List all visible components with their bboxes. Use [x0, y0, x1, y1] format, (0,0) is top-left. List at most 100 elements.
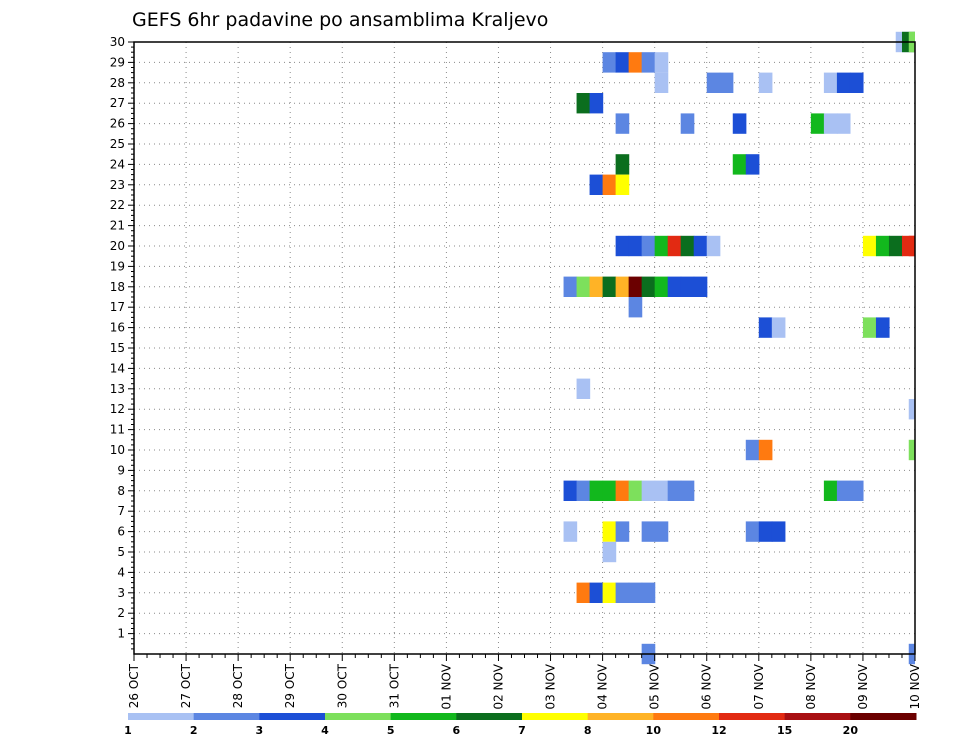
colorbar-segment — [259, 713, 326, 720]
colorbar: 1 2 3 4 5 6 7 8 10 12 15 20 — [124, 713, 917, 737]
y-tick-label: 24 — [110, 157, 125, 171]
precip-cell — [641, 582, 656, 603]
y-tick-label: 8 — [117, 484, 125, 498]
precip-cell — [628, 582, 643, 603]
precip-cell — [576, 378, 591, 399]
precip-cell — [654, 276, 669, 297]
precip-cell — [745, 439, 760, 461]
colorbar-segment — [456, 713, 523, 720]
colorbar-label: 12 — [711, 724, 726, 737]
precip-cell — [602, 174, 617, 195]
precip-cell — [615, 480, 630, 501]
precip-cell — [563, 480, 578, 501]
precip-cell — [654, 521, 669, 542]
y-tick-label: 16 — [110, 321, 125, 335]
precip-cell — [823, 480, 838, 501]
colorbar-label: 20 — [843, 724, 859, 737]
colorbar-segment — [719, 713, 786, 720]
precip-cell — [602, 276, 617, 297]
y-tick-label: 23 — [110, 178, 125, 192]
y-tick-label: 17 — [110, 300, 125, 314]
precip-cell — [602, 541, 617, 563]
y-tick-label: 30 — [110, 35, 125, 49]
precip-cell — [908, 235, 915, 257]
precip-cell — [706, 235, 721, 257]
precip-cell — [706, 72, 721, 93]
x-tick-label: 06 NOV — [700, 663, 714, 709]
y-tick-label: 4 — [117, 565, 125, 579]
precip-cell — [615, 235, 630, 257]
colorbar-label: 7 — [518, 724, 526, 737]
colorbar-label: 4 — [321, 724, 329, 737]
colorbar-segment — [522, 713, 589, 720]
y-tick-label: 10 — [110, 443, 125, 457]
precip-cell — [862, 317, 877, 338]
x-tick-label: 03 NOV — [544, 663, 558, 709]
x-tick-label: 04 NOV — [596, 663, 610, 709]
y-tick-label: 27 — [110, 96, 125, 110]
precip-cell — [576, 480, 591, 501]
y-tick-label: 20 — [110, 239, 125, 253]
precip-cell — [836, 72, 851, 93]
y-tick-label: 15 — [110, 341, 125, 355]
precip-cell — [667, 235, 682, 257]
x-tick-label: 28 OCT — [231, 663, 245, 708]
precip-cell — [641, 235, 656, 257]
y-tick-label: 5 — [117, 545, 125, 559]
colorbar-segment — [784, 713, 851, 720]
precip-cell — [758, 72, 773, 93]
precip-cell — [589, 582, 604, 603]
x-tick-label: 26 OCT — [127, 663, 141, 708]
y-tick-label: 26 — [110, 117, 125, 131]
y-tick-label: 19 — [110, 259, 125, 273]
precip-cell — [680, 235, 695, 257]
precip-cell — [641, 52, 656, 73]
x-tick-label: 10 NOV — [908, 663, 922, 709]
precip-cell — [602, 582, 617, 603]
precip-cell — [908, 399, 915, 420]
colorbar-segment — [850, 713, 917, 720]
x-tick-label: 07 NOV — [752, 663, 766, 709]
precip-cells — [563, 31, 915, 665]
y-tick-label: 2 — [117, 606, 125, 620]
precip-cell — [641, 521, 656, 542]
precip-cell — [628, 52, 643, 73]
x-tick-label: 08 NOV — [804, 663, 818, 709]
precip-cell — [615, 154, 630, 175]
precip-cell — [908, 439, 915, 461]
precip-cell — [849, 72, 864, 93]
precip-cell — [732, 154, 747, 175]
precip-cell — [576, 276, 591, 297]
y-tick-label: 14 — [110, 361, 125, 375]
precip-cell — [888, 235, 903, 257]
precip-cell — [615, 276, 630, 297]
y-tick-label: 1 — [117, 627, 125, 641]
x-tick-label: 30 OCT — [335, 663, 349, 708]
colorbar-segment — [587, 713, 654, 720]
colorbar-segment — [128, 713, 195, 720]
y-tick-label: 6 — [117, 525, 125, 539]
precip-cell — [875, 235, 890, 257]
colorbar-segment — [193, 713, 260, 720]
x-tick-label: 27 OCT — [179, 663, 193, 708]
precip-cell — [771, 317, 786, 338]
colorbar-label: 10 — [646, 724, 662, 737]
precip-cell — [732, 113, 747, 134]
precip-cell — [602, 52, 617, 73]
precip-cell — [654, 52, 669, 73]
y-axis: 1234567891011121314151617181920212223242… — [110, 35, 134, 650]
precip-cell — [680, 113, 695, 134]
precip-cell — [836, 480, 851, 501]
precip-cell — [615, 113, 630, 134]
precip-cell — [563, 521, 578, 542]
y-tick-label: 11 — [110, 423, 125, 437]
precip-cell — [576, 582, 591, 603]
y-tick-label: 12 — [110, 402, 125, 416]
precip-cell — [771, 521, 786, 542]
colorbar-label: 2 — [190, 724, 198, 737]
precip-cell — [641, 480, 656, 501]
precip-cell — [654, 480, 669, 501]
precip-cell — [823, 113, 838, 134]
